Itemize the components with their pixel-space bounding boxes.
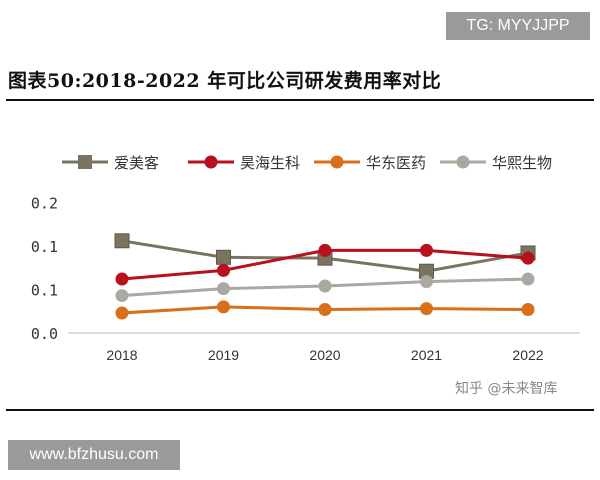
y-tick-label: 0.1 — [31, 282, 58, 300]
x-tick-label: 2019 — [208, 347, 239, 363]
legend-circle-marker — [456, 155, 470, 169]
data-point — [115, 289, 129, 303]
data-point — [420, 302, 433, 316]
data-point — [217, 263, 230, 277]
site-watermark: www.bfzhusu.com — [8, 440, 180, 470]
data-point — [114, 233, 130, 249]
legend-label: 华熙生物 — [492, 154, 552, 172]
x-tick-label: 2022 — [512, 347, 543, 363]
y-tick-label: 0.2 — [31, 195, 58, 213]
data-point — [521, 251, 535, 265]
legend-label: 华东医药 — [366, 154, 426, 172]
legend-circle-marker — [330, 155, 344, 169]
data-point — [521, 272, 535, 286]
legend-label: 爱美客 — [114, 154, 159, 172]
x-tick-label: 2021 — [411, 347, 442, 363]
data-point — [217, 300, 230, 314]
data-point — [318, 303, 332, 317]
source-watermark: 知乎 @未来智库 — [455, 381, 558, 397]
data-point — [115, 272, 129, 286]
x-tick-label: 2020 — [309, 347, 340, 363]
legend-circle-marker — [204, 155, 218, 169]
data-point — [216, 249, 231, 265]
data-point — [420, 243, 433, 257]
data-point — [318, 279, 332, 293]
bottom-divider — [6, 409, 594, 411]
x-tick-label: 2018 — [106, 347, 137, 363]
data-point — [521, 303, 535, 317]
legend-label: 昊海生科 — [240, 154, 300, 172]
data-point — [318, 243, 332, 257]
telegram-watermark: TG: MYYJJPP — [446, 12, 590, 40]
y-tick-label: 0.0 — [31, 325, 58, 343]
y-tick-label: 0.1 — [31, 238, 58, 256]
chart-title: 图表50:2018-2022 年可比公司研发费用率对比 — [8, 70, 442, 92]
data-point — [115, 306, 129, 320]
title-divider — [6, 99, 594, 101]
data-point — [217, 282, 230, 296]
data-point — [420, 275, 433, 289]
legend-square-marker — [78, 155, 92, 169]
